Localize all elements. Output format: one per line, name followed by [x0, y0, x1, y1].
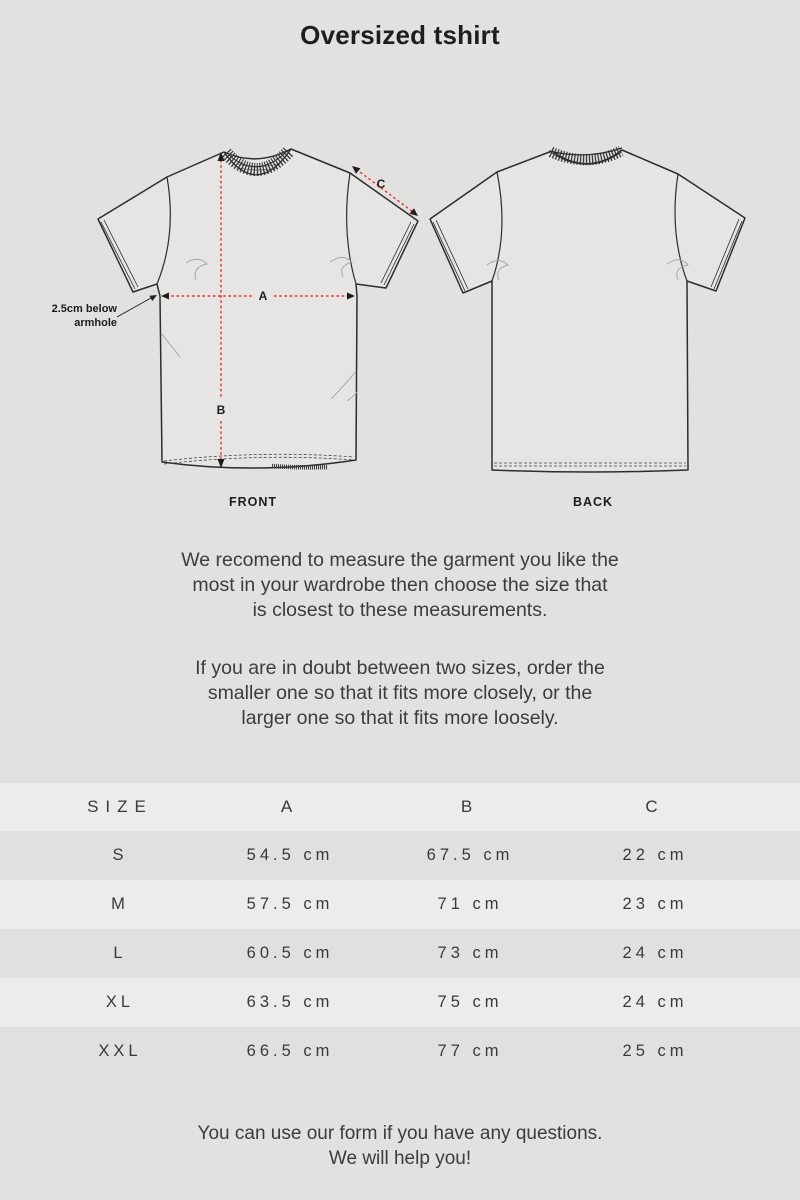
advice-line: is closest to these measurements.: [252, 599, 548, 621]
measurement-c-cell: 24 cm: [622, 944, 688, 962]
size-table-header-row: SIZE A B C: [0, 783, 800, 831]
table-row-xxl: XXL 66.5 cm 77 cm 25 cm: [0, 1027, 800, 1076]
measurement-b-cell: 71 cm: [437, 895, 503, 913]
front-hem-stitching: [163, 453, 355, 465]
back-collar-ribbing: [548, 146, 624, 166]
arrowhead-b-top: [217, 152, 225, 161]
measurement-b-cell: 75 cm: [437, 993, 503, 1011]
table-row-l: L 60.5 cm 73 cm 24 cm: [0, 929, 800, 978]
label-c: C: [377, 177, 386, 191]
armhole-note-line2: armhole: [74, 317, 117, 329]
column-header-size: SIZE: [87, 797, 153, 816]
measurement-b-cell: 67.5 cm: [426, 846, 514, 864]
back-tee-outline: [429, 149, 746, 473]
front-caption: FRONT: [229, 495, 277, 509]
advice-line: We recomend to measure the garment you l…: [181, 549, 619, 571]
measurement-a-cell: 54.5 cm: [246, 846, 334, 864]
measurement-b-cell: 77 cm: [437, 1042, 503, 1060]
front-collar-ribbing: [221, 146, 294, 176]
measurement-b-cell: 73 cm: [437, 944, 503, 962]
contact-note: You can use our form if you have any que…: [0, 1121, 800, 1171]
front-collar-inner-edge: [228, 151, 287, 168]
arrowhead-a-left: [161, 292, 169, 300]
front-tee-outline: [97, 148, 419, 469]
front-cuff-stitching: [100, 219, 415, 290]
front-armhole-seams: [156, 172, 357, 285]
label-a: A: [259, 289, 268, 303]
table-row-s: S 54.5 cm 67.5 cm 22 cm: [0, 831, 800, 880]
page-title: Oversized tshirt: [300, 20, 500, 50]
measurement-annotations: A B C: [52, 152, 418, 468]
table-row-xl: XL 63.5 cm 75 cm 24 cm: [0, 978, 800, 1027]
front-wrinkle-marks: [160, 257, 358, 402]
column-header-b: B: [460, 797, 480, 816]
back-cuff-stitching: [432, 218, 743, 292]
table-row-m: M 57.5 cm 71 cm 23 cm: [0, 880, 800, 929]
size-cell: XL: [105, 993, 135, 1011]
measurement-a-cell: 66.5 cm: [246, 1042, 334, 1060]
measurement-line-c: C: [352, 166, 418, 216]
advice-line: larger one so that it fits more loosely.: [241, 707, 559, 729]
measurement-line-b: B: [217, 152, 226, 468]
label-b: B: [217, 403, 226, 417]
back-collar-bottom-edge: [551, 151, 622, 165]
size-cell: M: [111, 895, 129, 913]
armhole-note: 2.5cm below armhole: [52, 295, 157, 329]
armhole-note-line1: 2.5cm below: [52, 303, 118, 315]
back-hem-stitching: [494, 462, 686, 467]
paragraph-gap: [0, 623, 800, 656]
size-cell: L: [113, 944, 127, 962]
advice-line: smaller one so that it fits more closely…: [207, 682, 593, 704]
back-wrinkle-marks: [486, 259, 689, 281]
measurement-a-cell: 57.5 cm: [246, 895, 334, 913]
back-armhole-seams: [491, 171, 688, 282]
size-table: SIZE A B C S 54.5 cm 67.5 cm 22 cm M 57.…: [0, 783, 800, 1076]
tshirt-diagram-svg: A B C: [52, 146, 746, 509]
measurement-c-cell: 25 cm: [622, 1042, 688, 1060]
arrowhead-a-right: [347, 292, 355, 300]
advice-line: most in your wardrobe then choose the si…: [192, 574, 608, 596]
measurement-c-cell: 22 cm: [622, 846, 688, 864]
measurement-diagram: A B C: [0, 120, 800, 520]
measurement-line-a: A: [161, 289, 355, 303]
back-caption: BACK: [573, 495, 613, 509]
sizing-advice: We recomend to measure the garment you l…: [0, 548, 800, 731]
size-cell: S: [112, 846, 128, 864]
measurement-c-cell: 23 cm: [622, 895, 688, 913]
back-tshirt-drawing: [429, 146, 746, 473]
front-hem-label-patch: [271, 463, 329, 470]
arrowhead-armhole-note: [149, 295, 157, 301]
front-tshirt-drawing: [97, 146, 419, 470]
column-header-c: C: [645, 797, 665, 816]
contact-note-line1: You can use our form if you have any que…: [197, 1123, 603, 1144]
arrowhead-b-bottom: [217, 459, 225, 468]
front-collar-outer-edge: [223, 148, 292, 176]
size-cell: XXL: [98, 1042, 142, 1060]
column-header-a: A: [280, 797, 300, 816]
contact-note-line2: We will help you!: [328, 1148, 472, 1169]
measurement-a-cell: 60.5 cm: [246, 944, 334, 962]
advice-line: If you are in doubt between two sizes, o…: [195, 657, 605, 679]
back-collar-top-edge: [548, 147, 623, 156]
arrowhead-c-top: [352, 166, 361, 174]
measurement-a-cell: 63.5 cm: [246, 993, 334, 1011]
arrowhead-c-bottom: [409, 208, 418, 216]
measurement-c-cell: 24 cm: [622, 993, 688, 1011]
